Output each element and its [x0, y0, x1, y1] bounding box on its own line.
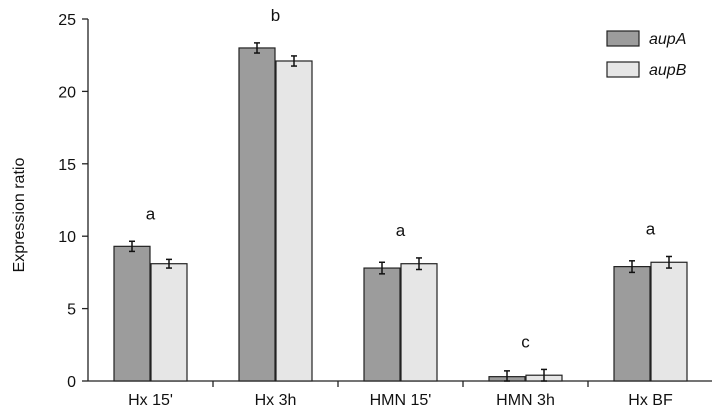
x-tick-label: Hx BF: [628, 392, 673, 409]
group-letter: a: [396, 221, 406, 240]
group-annotations: a b a c a: [146, 6, 656, 352]
bar-aupB: [400, 263, 438, 382]
error-bars: [129, 42, 672, 382]
y-tick-label: 15: [58, 157, 76, 174]
x-tick-label: Hx 15': [128, 392, 173, 409]
y-tick-label: 25: [58, 12, 76, 29]
legend-label: aupB: [649, 62, 687, 79]
bar-aupA: [363, 267, 401, 382]
group-letter: b: [271, 6, 280, 25]
legend-swatch-aupA: [606, 30, 640, 47]
axes: 0 5 10 15 20 25 Hx 15' Hx 3h HMN 15' HMN 3h Hx BF: [58, 12, 712, 409]
bar-aupB: [150, 263, 188, 382]
x-tick-label: Hx 3h: [255, 392, 297, 409]
group-letter: a: [146, 204, 156, 223]
y-axis-title: Expression ratio: [11, 158, 28, 273]
legend-swatch-aupB: [606, 61, 640, 78]
bar-aupB: [650, 261, 688, 382]
bars: [113, 47, 688, 382]
bar-aupA: [613, 266, 651, 382]
bar-aupB: [275, 60, 313, 382]
legend-label: aupA: [649, 31, 686, 48]
x-tick-label: HMN 3h: [496, 392, 555, 409]
legend: aupA aupB: [606, 30, 687, 79]
x-tick-label: HMN 15': [370, 392, 432, 409]
group-letter: a: [646, 219, 656, 238]
bar-aupA: [238, 47, 276, 382]
y-tick-label: 0: [67, 374, 76, 391]
y-tick-label: 5: [67, 302, 76, 319]
group-letter: c: [521, 332, 530, 351]
bar-aupA: [113, 245, 151, 382]
y-tick-label: 20: [58, 84, 76, 101]
y-tick-label: 10: [58, 229, 76, 246]
